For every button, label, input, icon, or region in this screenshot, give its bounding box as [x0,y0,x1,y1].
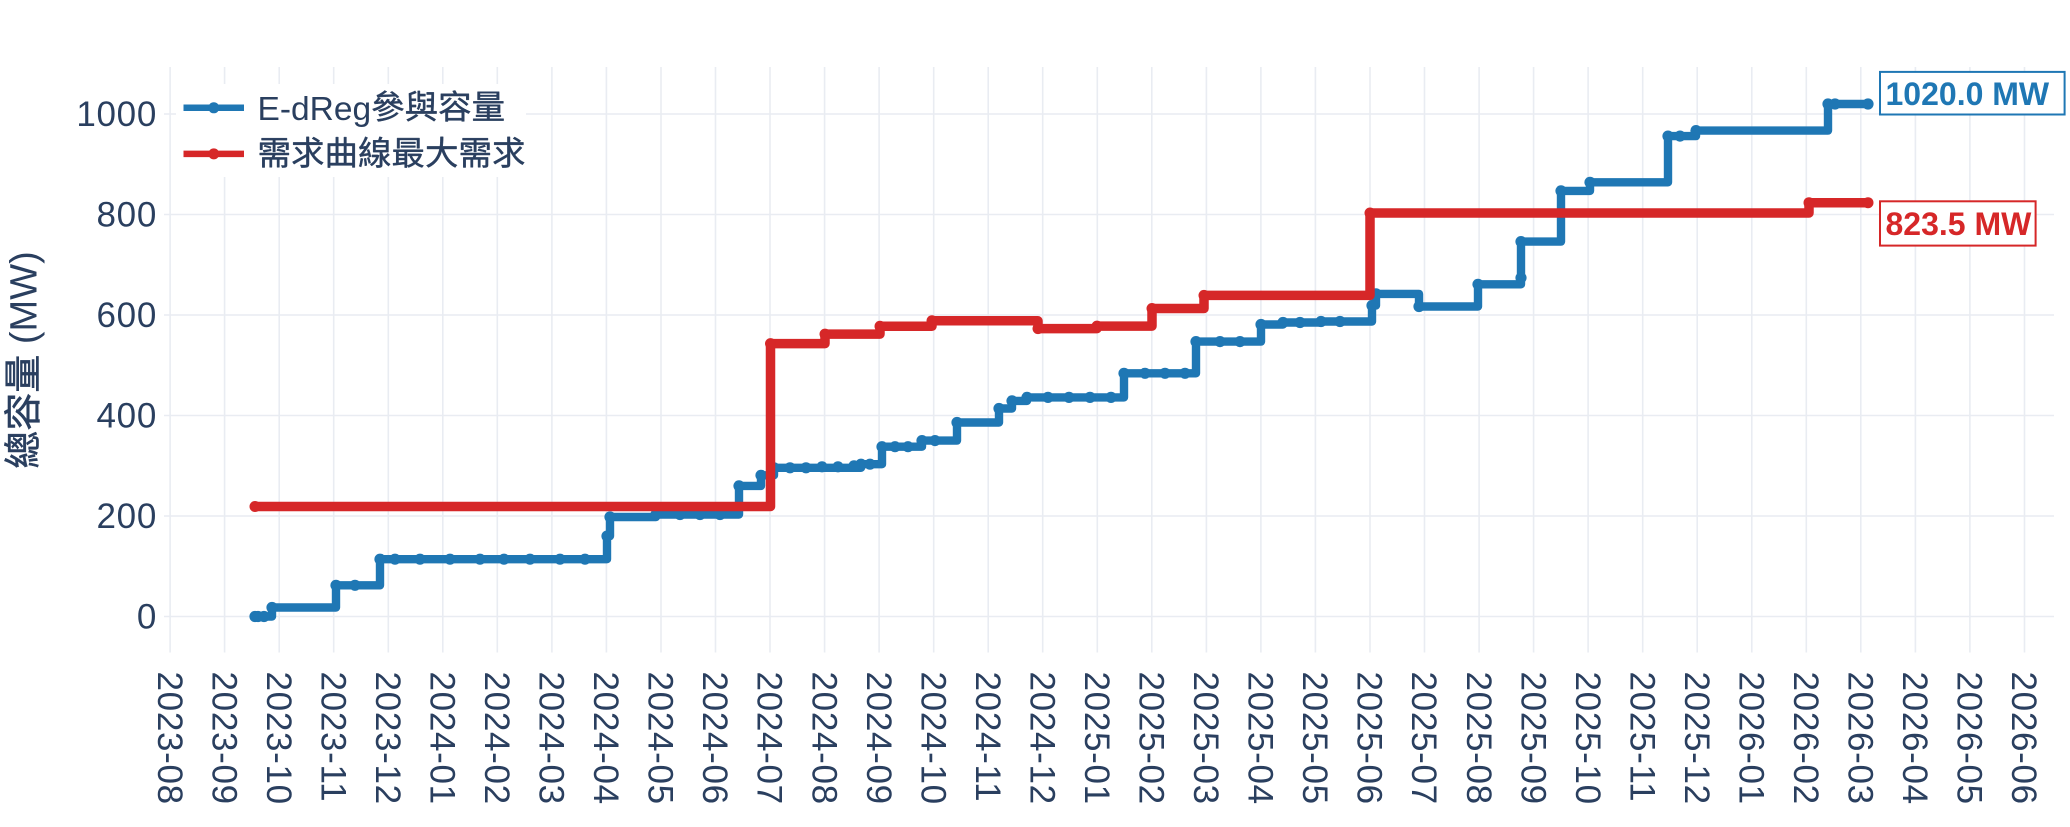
svg-text:2026-03: 2026-03 [1841,672,1880,805]
svg-text:0: 0 [137,598,157,637]
svg-text:800: 800 [97,196,158,235]
svg-text:2023-09: 2023-09 [204,672,243,805]
svg-text:400: 400 [97,397,158,436]
svg-text:2026-05: 2026-05 [1950,672,1989,805]
svg-text:2024-03: 2024-03 [532,672,571,805]
svg-text:2025-11: 2025-11 [1622,672,1661,803]
svg-text:2024-11: 2024-11 [968,672,1007,803]
svg-text:600: 600 [97,296,158,335]
svg-text:2026-02: 2026-02 [1786,672,1825,805]
svg-text:2023-08: 2023-08 [150,672,189,805]
svg-text:2025-08: 2025-08 [1459,672,1498,805]
svg-text:2026-04: 2026-04 [1895,672,1934,805]
svg-text:2025-06: 2025-06 [1350,672,1389,805]
svg-text:E-dReg: E-dReg [258,91,372,128]
svg-text:2024-12: 2024-12 [1022,672,1061,805]
svg-text:2024-04: 2024-04 [586,672,625,805]
svg-text:2026-06: 2026-06 [2004,672,2043,805]
svg-text:2024-06: 2024-06 [695,672,734,805]
svg-text:2025-09: 2025-09 [1513,672,1552,805]
svg-text:(MW): (MW) [3,251,45,344]
svg-text:2024-10: 2024-10 [913,672,952,805]
svg-text:2023-12: 2023-12 [368,672,407,805]
svg-text:2023-11: 2023-11 [313,672,352,803]
svg-text:2025-05: 2025-05 [1295,672,1334,805]
svg-text:823.5 MW: 823.5 MW [1886,206,2033,242]
svg-text:2024-09: 2024-09 [859,672,898,805]
svg-text:1020.0 MW: 1020.0 MW [1886,76,2050,112]
svg-text:2026-01: 2026-01 [1732,672,1771,805]
svg-text:2024-02: 2024-02 [477,672,516,805]
svg-text:2025-12: 2025-12 [1677,672,1716,805]
svg-text:2024-01: 2024-01 [423,672,462,805]
svg-text:2024-08: 2024-08 [804,672,843,805]
svg-text:2025-07: 2025-07 [1404,672,1443,805]
svg-text:2025-04: 2025-04 [1241,672,1280,805]
svg-text:200: 200 [97,497,158,536]
svg-text:1000: 1000 [76,95,157,134]
svg-text:2023-10: 2023-10 [259,672,298,805]
svg-text:2025-02: 2025-02 [1132,672,1171,805]
svg-text:2025-10: 2025-10 [1568,672,1607,805]
svg-text:2025-03: 2025-03 [1186,672,1225,805]
svg-text:2025-01: 2025-01 [1077,672,1116,805]
svg-text:2024-05: 2024-05 [641,672,680,805]
svg-text:2024-07: 2024-07 [750,672,789,805]
